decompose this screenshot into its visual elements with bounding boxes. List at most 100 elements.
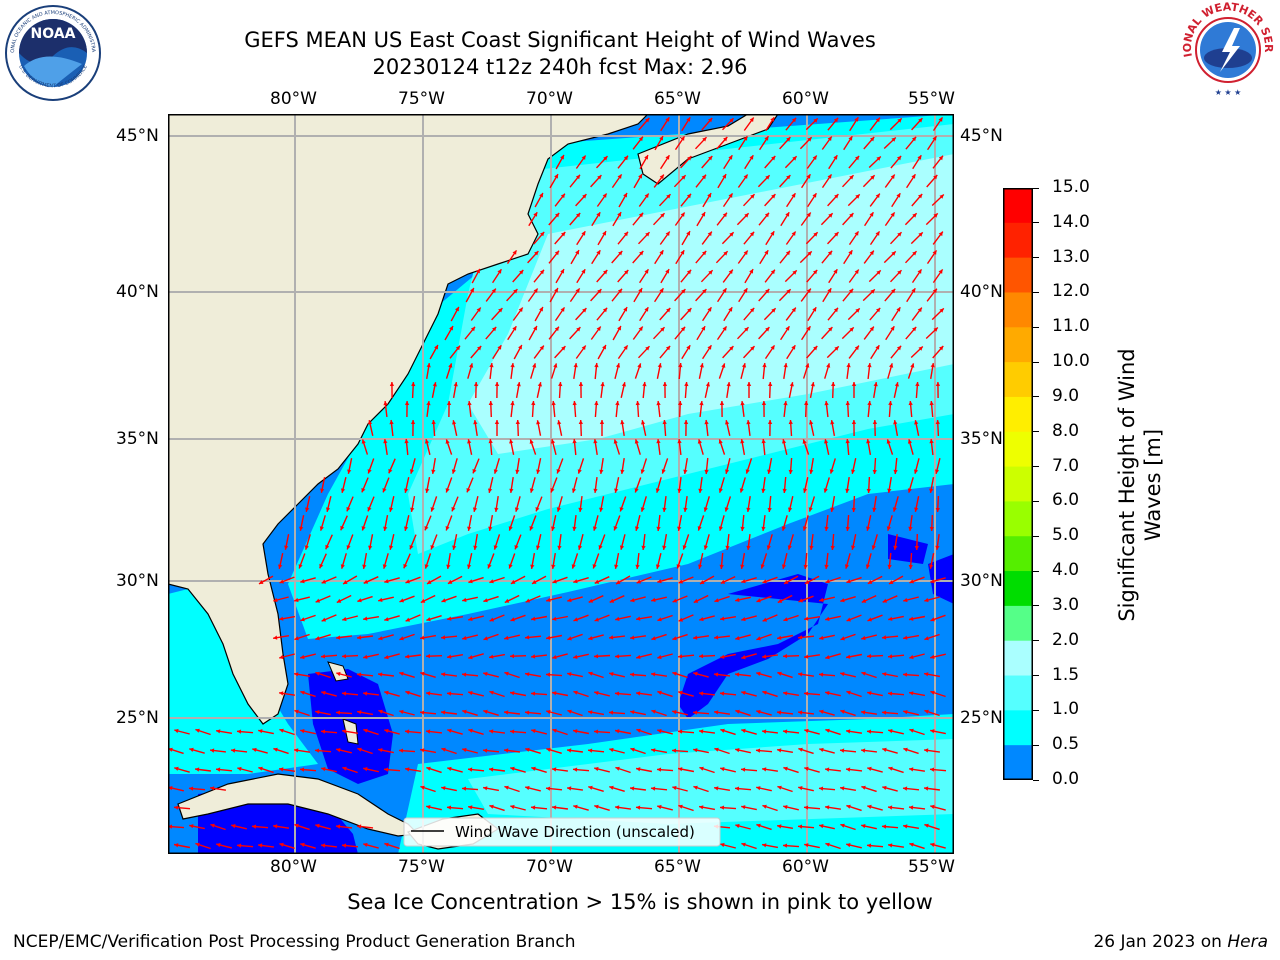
wave-arrow-head bbox=[714, 747, 719, 752]
wave-arrow-head bbox=[672, 785, 677, 791]
wave-arrow-head bbox=[907, 488, 912, 493]
wave-arrow-head bbox=[489, 767, 494, 772]
wave-arrow-head bbox=[216, 842, 221, 848]
wave-arrow-head bbox=[504, 635, 509, 640]
wave-arrow-head bbox=[756, 709, 761, 714]
wave-arrow-head bbox=[804, 805, 809, 810]
wave-arrow-head bbox=[677, 488, 682, 493]
wave-arrow-head bbox=[741, 655, 746, 660]
wave-arrow-head bbox=[651, 672, 656, 677]
wave-arrow-head bbox=[908, 564, 913, 569]
wave-arrow-head bbox=[617, 212, 622, 217]
wave-arrow-head bbox=[683, 420, 689, 424]
wave-arrow-head bbox=[630, 598, 635, 603]
wave-arrow-head bbox=[657, 363, 662, 368]
wave-arrow-head bbox=[680, 326, 686, 332]
wave-arrow-head bbox=[546, 747, 551, 752]
wave-arrow-head bbox=[336, 635, 341, 640]
wave-arrow-head bbox=[743, 288, 748, 293]
wave-arrow-head bbox=[749, 231, 755, 237]
colorbar-tick-mark bbox=[1033, 605, 1039, 607]
wave-arrow-head bbox=[613, 526, 618, 531]
wave-arrow-head bbox=[798, 747, 803, 752]
wave-arrow-head bbox=[651, 597, 656, 602]
wave-arrow-head bbox=[932, 250, 937, 255]
wave-arrow-head bbox=[770, 231, 775, 236]
wave-arrow-head bbox=[729, 232, 734, 237]
wave-arrow-head bbox=[746, 420, 751, 425]
wave-arrow-head bbox=[762, 617, 768, 622]
wave-arrow-head bbox=[762, 729, 767, 734]
wave-arrow-head bbox=[552, 655, 557, 660]
wave-arrow-head bbox=[237, 766, 242, 772]
wave-arrow-head bbox=[827, 288, 832, 293]
wave-arrow-head bbox=[447, 691, 452, 696]
wave-arrow-head bbox=[846, 729, 851, 734]
wave-arrow-head bbox=[677, 526, 682, 531]
svg-text:★ ★ ★: ★ ★ ★ bbox=[1215, 88, 1242, 97]
wave-arrow-head bbox=[425, 488, 430, 493]
bahamas-island-1 bbox=[327, 661, 349, 682]
wave-arrow-head bbox=[420, 598, 426, 603]
wave-arrow-head bbox=[740, 401, 745, 406]
wave-arrow-head bbox=[342, 729, 347, 734]
wave-arrow-head bbox=[614, 488, 619, 493]
wave-arrow-head bbox=[420, 671, 425, 676]
wave-arrow-head bbox=[258, 729, 263, 734]
wave-arrow-head bbox=[743, 174, 748, 179]
footer-left: NCEP/EMC/Verification Post Processing Pr… bbox=[13, 932, 576, 952]
wave-arrow-head bbox=[593, 488, 598, 493]
wave-arrow-head bbox=[630, 786, 635, 791]
wave-arrow-head bbox=[803, 488, 808, 493]
wave-arrow-head bbox=[624, 270, 629, 275]
wave-arrow-head bbox=[749, 155, 754, 160]
wave-arrow-head bbox=[588, 636, 593, 641]
wave-arrow-head bbox=[827, 174, 832, 179]
wave-arrow-head bbox=[509, 488, 514, 493]
wave-arrow-head bbox=[657, 804, 662, 810]
wave-arrow-head bbox=[702, 250, 707, 256]
colorbar-tick-label: 11.0 bbox=[1052, 316, 1090, 337]
wave-arrow-head bbox=[719, 401, 725, 405]
wave-arrow-head bbox=[802, 526, 807, 531]
wave-arrow-head bbox=[467, 526, 472, 531]
wave-arrow-head bbox=[812, 155, 817, 160]
wave-arrow-head bbox=[909, 579, 914, 584]
wave-arrow-head bbox=[546, 672, 551, 677]
wave-arrow-head bbox=[935, 382, 941, 386]
wave-arrow-head bbox=[531, 691, 536, 696]
wave-arrow-head bbox=[657, 690, 662, 695]
wave-arrow-head bbox=[917, 269, 922, 274]
wave-arrow-head bbox=[750, 194, 755, 199]
wave-arrow-head bbox=[783, 843, 788, 848]
wave-arrow-head bbox=[473, 382, 479, 386]
wave-arrow-head bbox=[603, 156, 608, 161]
wave-arrow-head bbox=[378, 597, 383, 602]
wave-arrow-head bbox=[231, 748, 236, 753]
wave-arrow-head bbox=[531, 766, 536, 771]
wave-arrow-head bbox=[602, 307, 608, 313]
wave-arrow-head bbox=[846, 363, 851, 368]
wave-arrow-head bbox=[336, 748, 341, 753]
colorbar-bin bbox=[1003, 257, 1033, 293]
wave-arrow-head bbox=[621, 382, 626, 387]
wave-arrow-head bbox=[300, 617, 305, 622]
wave-arrow-head bbox=[174, 728, 179, 734]
wave-arrow-head bbox=[771, 194, 776, 199]
wave-arrow-head bbox=[819, 786, 824, 791]
wave-arrow-head bbox=[483, 598, 488, 603]
wave-arrow-head bbox=[639, 251, 644, 256]
wave-arrow-head bbox=[657, 767, 662, 772]
wave-arrow-head bbox=[319, 563, 324, 569]
wave-arrow-head bbox=[342, 616, 347, 622]
wave-arrow-head bbox=[861, 598, 867, 603]
wave-arrow-head bbox=[909, 654, 914, 660]
wave-arrow-head bbox=[525, 672, 530, 677]
wave-arrow-head bbox=[512, 250, 517, 255]
colorbar-bin bbox=[1003, 745, 1033, 781]
wave-arrow-head bbox=[876, 156, 881, 161]
wave-arrow-head bbox=[616, 580, 621, 584]
wave-arrow-head bbox=[582, 194, 587, 199]
colorbar-tick-label: 0.5 bbox=[1052, 734, 1080, 755]
wave-arrow-head bbox=[891, 137, 896, 142]
